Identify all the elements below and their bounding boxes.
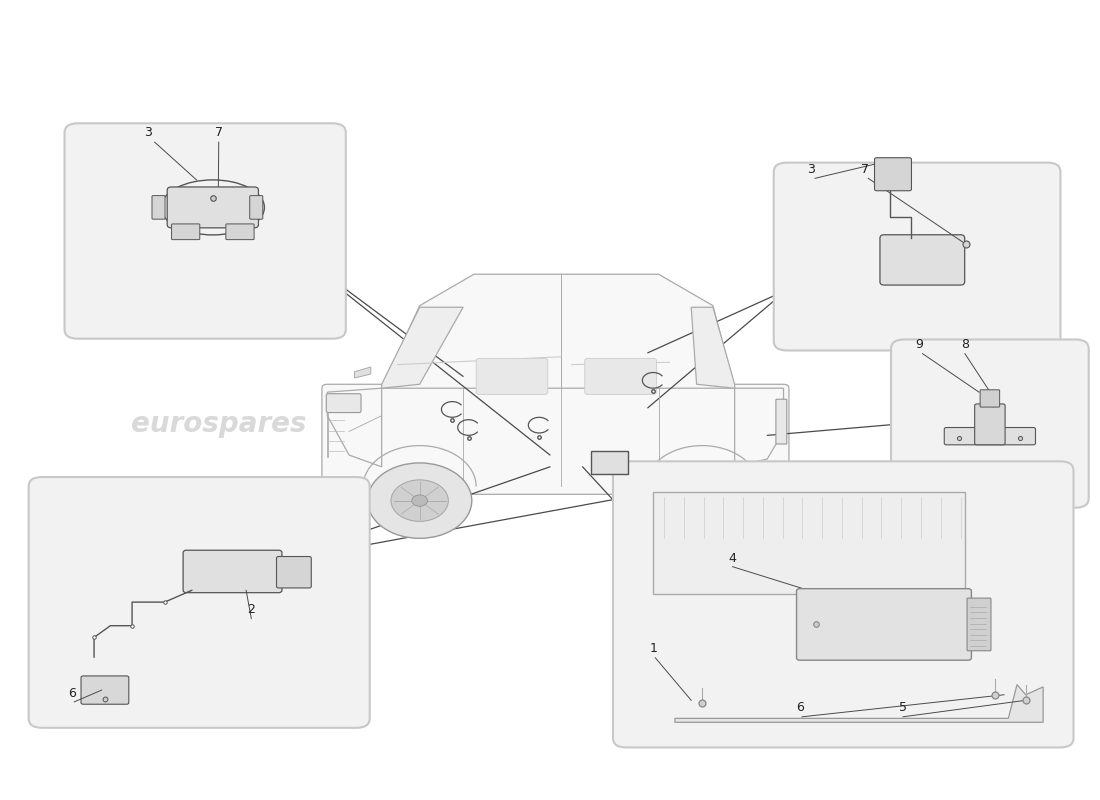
Text: 9: 9: [915, 338, 923, 351]
Text: 6: 6: [796, 702, 804, 714]
Text: 7: 7: [861, 163, 869, 176]
FancyBboxPatch shape: [975, 404, 1005, 445]
Circle shape: [367, 463, 472, 538]
Text: eurospares: eurospares: [131, 410, 307, 438]
FancyBboxPatch shape: [585, 358, 657, 394]
FancyBboxPatch shape: [250, 196, 263, 219]
FancyBboxPatch shape: [880, 234, 965, 285]
Circle shape: [650, 463, 755, 538]
FancyBboxPatch shape: [276, 557, 311, 588]
Polygon shape: [328, 388, 382, 467]
FancyBboxPatch shape: [874, 158, 912, 190]
FancyBboxPatch shape: [980, 390, 1000, 407]
FancyBboxPatch shape: [773, 162, 1060, 350]
Polygon shape: [675, 685, 1043, 722]
Text: 8: 8: [961, 338, 969, 351]
FancyBboxPatch shape: [613, 462, 1074, 747]
Text: 1: 1: [649, 642, 657, 655]
Text: 6: 6: [68, 687, 76, 700]
FancyBboxPatch shape: [65, 123, 345, 338]
FancyBboxPatch shape: [967, 598, 991, 650]
Circle shape: [411, 495, 428, 506]
FancyBboxPatch shape: [327, 394, 361, 413]
FancyBboxPatch shape: [891, 339, 1089, 508]
FancyBboxPatch shape: [81, 676, 129, 704]
Text: 7: 7: [214, 126, 222, 139]
Polygon shape: [382, 274, 735, 388]
Text: 5: 5: [899, 702, 907, 714]
FancyBboxPatch shape: [592, 451, 628, 474]
Polygon shape: [653, 492, 965, 594]
Polygon shape: [735, 388, 783, 467]
Text: 3: 3: [144, 126, 152, 139]
FancyBboxPatch shape: [167, 187, 258, 228]
Polygon shape: [382, 307, 463, 388]
Text: 2: 2: [248, 603, 255, 616]
Circle shape: [694, 495, 710, 506]
FancyBboxPatch shape: [226, 224, 254, 240]
FancyBboxPatch shape: [183, 550, 282, 593]
FancyBboxPatch shape: [322, 384, 789, 494]
Polygon shape: [691, 307, 735, 388]
FancyBboxPatch shape: [152, 196, 165, 219]
Circle shape: [673, 480, 730, 522]
Text: eurospares: eurospares: [680, 484, 855, 512]
FancyBboxPatch shape: [796, 589, 971, 660]
Polygon shape: [354, 367, 371, 378]
FancyBboxPatch shape: [172, 224, 200, 240]
FancyBboxPatch shape: [476, 358, 548, 394]
Text: 3: 3: [806, 163, 815, 176]
Circle shape: [390, 480, 449, 522]
FancyBboxPatch shape: [776, 399, 786, 444]
Text: 4: 4: [728, 552, 736, 565]
FancyBboxPatch shape: [944, 427, 1035, 445]
FancyBboxPatch shape: [29, 477, 370, 728]
